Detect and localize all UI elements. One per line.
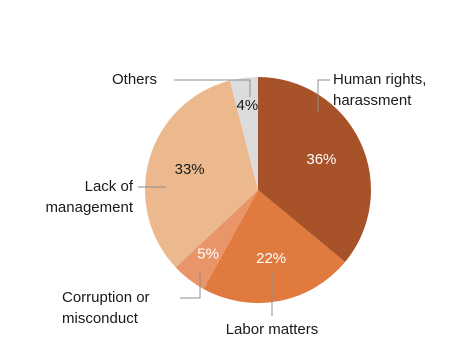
category-label: Human rights, <box>333 71 426 88</box>
pie-slice <box>175 190 258 290</box>
pie-slice <box>229 77 258 190</box>
leader-line <box>174 79 251 97</box>
category-label: misconduct <box>62 310 139 327</box>
labels: 36% Human rights, harassment 22% Labor matte… <box>45 71 426 338</box>
value-label: 36% <box>306 151 336 168</box>
category-label: Others <box>112 71 157 88</box>
category-label: harassment <box>333 92 412 109</box>
value-label: 4% <box>237 97 259 114</box>
pie-slice <box>258 77 371 263</box>
pie-slice <box>144 80 258 268</box>
category-label: Corruption or <box>62 289 150 306</box>
category-label: Lack of <box>85 178 134 195</box>
pie-slice <box>203 190 346 303</box>
value-label: 33% <box>175 161 205 178</box>
category-label: Labor matters <box>226 321 319 338</box>
leader-line <box>180 272 201 299</box>
category-label: management <box>45 199 133 216</box>
value-label: 22% <box>256 250 286 267</box>
leader-line <box>317 79 330 112</box>
leader-lines <box>138 79 330 316</box>
value-label: 5% <box>197 245 219 262</box>
slices <box>144 77 371 303</box>
